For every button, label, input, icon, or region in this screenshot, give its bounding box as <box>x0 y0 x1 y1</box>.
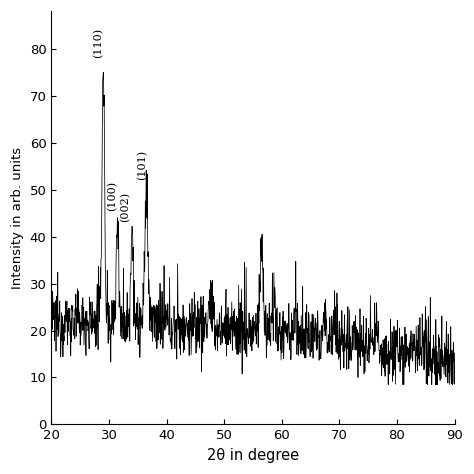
Text: (101): (101) <box>137 150 147 180</box>
Text: (100): (100) <box>107 181 117 211</box>
Text: (002): (002) <box>120 192 131 222</box>
Text: (110): (110) <box>93 28 103 58</box>
X-axis label: 2θ in degree: 2θ in degree <box>207 448 299 463</box>
Y-axis label: Intensity in arb. units: Intensity in arb. units <box>11 147 24 289</box>
